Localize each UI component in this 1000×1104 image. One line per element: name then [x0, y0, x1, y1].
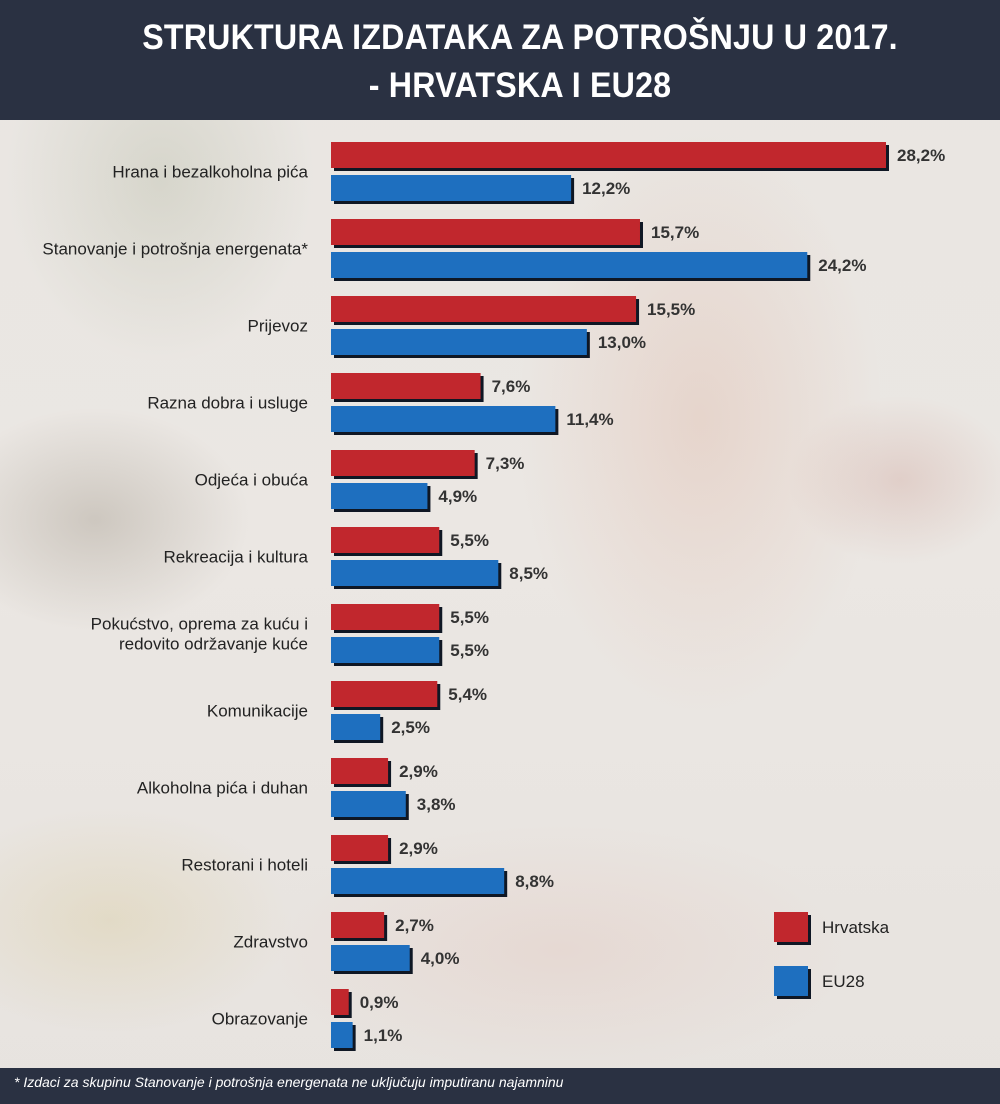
category-label: Prijevoz	[248, 317, 308, 336]
category-label: Alkoholna pića i duhan	[137, 779, 308, 798]
bar-eu28	[331, 945, 410, 971]
bar-hrvatska	[331, 835, 389, 861]
value-label: 8,5%	[509, 564, 548, 583]
category-label: redovito održavanje kuće	[119, 635, 308, 654]
category-label: Hrana i bezalkoholna pića	[112, 163, 308, 182]
value-label: 2,7%	[395, 916, 434, 935]
value-label: 12,2%	[582, 179, 630, 198]
legend-swatch-hrvatska	[774, 912, 808, 942]
category-label: Stanovanje i potrošnja energenata*	[42, 240, 308, 259]
value-label: 7,3%	[486, 454, 525, 473]
bar-eu28	[331, 637, 440, 663]
bar-hrvatska	[331, 989, 349, 1015]
legend-label-hrvatska: Hrvatska	[822, 918, 890, 937]
bar-hrvatska	[331, 450, 475, 476]
bar-hrvatska	[331, 142, 886, 168]
bar-hrvatska	[331, 758, 389, 784]
chart-title-line-2: - HRVATSKA I EU28	[368, 66, 672, 105]
chart-title-line-1: STRUKTURA IZDATAKA ZA POTROŠNJU U 2017.	[142, 18, 898, 57]
category-label: Razna dobra i usluge	[147, 394, 308, 413]
value-label: 28,2%	[897, 146, 945, 165]
value-label: 15,7%	[651, 223, 699, 242]
bar-hrvatska	[331, 373, 481, 399]
value-label: 15,5%	[647, 300, 695, 319]
value-label: 4,9%	[438, 487, 477, 506]
value-label: 24,2%	[818, 256, 866, 275]
footer-bar: * Izdaci za skupinu Stanovanje i potrošn…	[0, 1068, 1000, 1104]
category-label: Restorani i hoteli	[181, 856, 308, 875]
value-label: 2,9%	[399, 762, 438, 781]
bar-hrvatska	[331, 527, 440, 553]
value-label: 5,5%	[450, 608, 489, 627]
bar-eu28	[331, 483, 428, 509]
category-label: Odjeća i obuća	[195, 471, 309, 490]
bar-eu28	[331, 714, 381, 740]
value-label: 2,9%	[399, 839, 438, 858]
value-label: 5,5%	[450, 641, 489, 660]
bar-eu28	[331, 1022, 353, 1048]
bar-eu28	[331, 329, 587, 355]
value-label: 5,4%	[448, 685, 487, 704]
value-label: 7,6%	[492, 377, 531, 396]
value-label: 4,0%	[421, 949, 460, 968]
category-label: Pokućstvo, oprema za kuću i	[91, 615, 308, 634]
bar-hrvatska	[331, 912, 385, 938]
value-label: 1,1%	[364, 1026, 403, 1045]
bar-eu28	[331, 791, 406, 817]
bar-eu28	[331, 560, 499, 586]
bar-eu28	[331, 252, 808, 278]
value-label: 2,5%	[391, 718, 430, 737]
category-label: Zdravstvo	[233, 933, 308, 952]
bar-hrvatska	[331, 604, 440, 630]
category-label: Rekreacija i kultura	[163, 548, 308, 567]
chart-title: STRUKTURA IZDATAKA ZA POTROŠNJU U 2017. …	[42, 14, 999, 110]
footnote: * Izdaci za skupinu Stanovanje i potrošn…	[14, 1074, 564, 1090]
header-bar: STRUKTURA IZDATAKA ZA POTROŠNJU U 2017. …	[0, 0, 1000, 120]
value-label: 0,9%	[360, 993, 399, 1012]
value-label: 13,0%	[598, 333, 646, 352]
bar-eu28	[331, 406, 556, 432]
value-label: 3,8%	[417, 795, 456, 814]
bar-hrvatska	[331, 681, 438, 707]
bar-hrvatska	[331, 296, 637, 322]
bar-hrvatska	[331, 219, 640, 245]
bar-eu28	[331, 175, 572, 201]
legend-label-eu28: EU28	[822, 972, 865, 991]
category-label: Komunikacije	[207, 702, 308, 721]
category-label: Obrazovanje	[212, 1010, 308, 1029]
value-label: 8,8%	[515, 872, 554, 891]
value-label: 5,5%	[450, 531, 489, 550]
legend-swatch-eu28	[774, 966, 808, 996]
bar-eu28	[331, 868, 505, 894]
value-label: 11,4%	[566, 410, 613, 429]
